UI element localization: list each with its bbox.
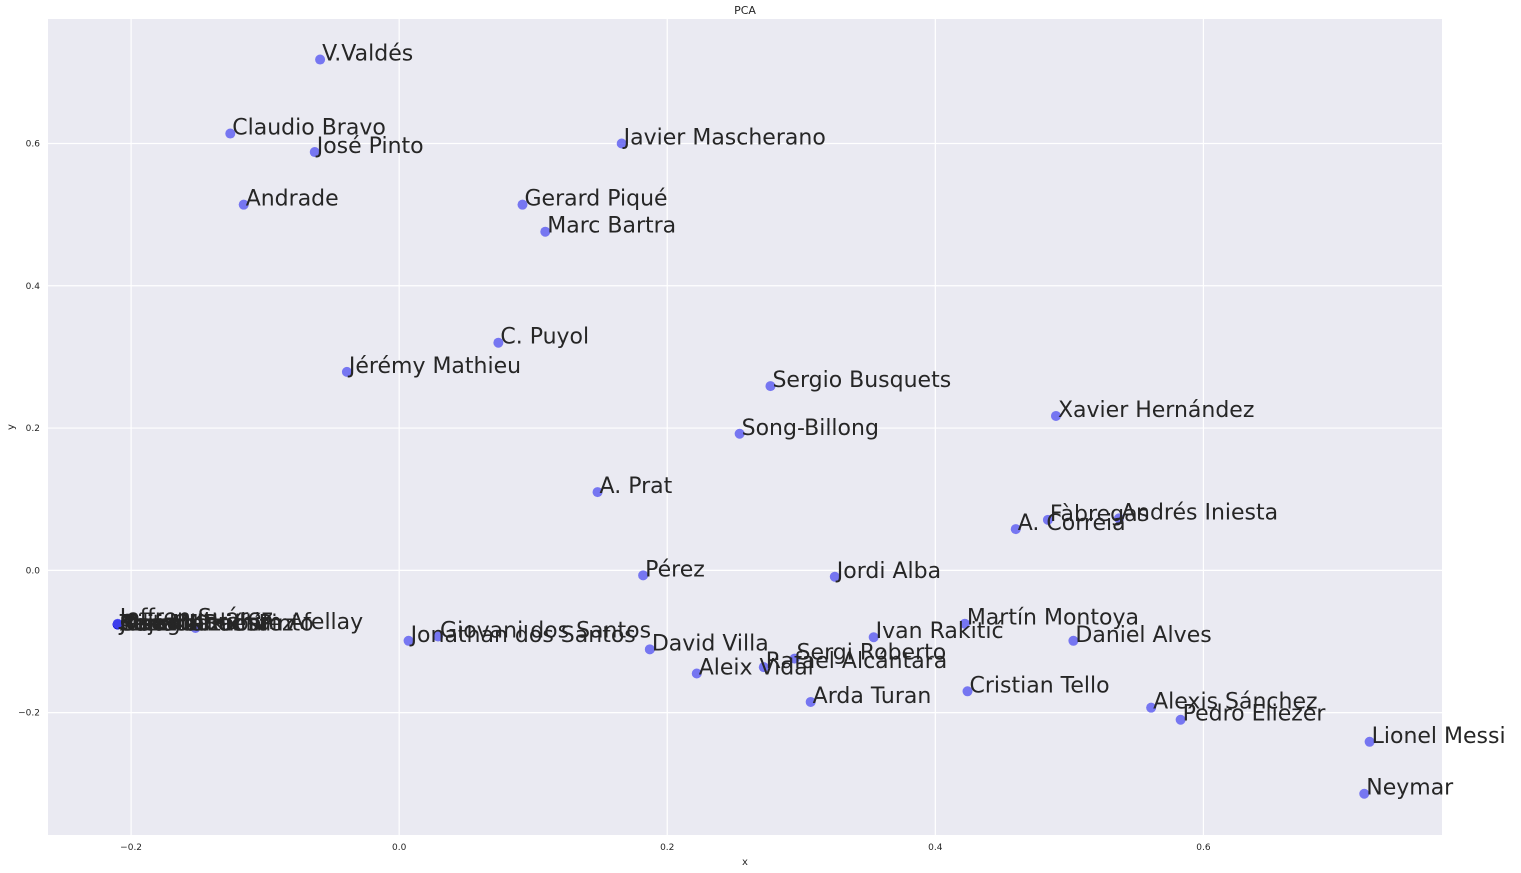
- scatter-point: [309, 147, 320, 158]
- plot-area: [48, 19, 1442, 835]
- chart-title: PCA: [734, 4, 756, 17]
- scatter-point: [403, 635, 414, 646]
- scatter-point: [433, 631, 444, 642]
- scatter-point-label: V.Valdés: [322, 42, 413, 67]
- y-tick-label: 0.2: [26, 424, 40, 434]
- scatter-point-label: Aleix Vidal: [699, 656, 814, 681]
- cluster-point-label: Oier Olazabal: [120, 611, 269, 636]
- scatter-point: [517, 199, 528, 210]
- scatter-point-label: A. Correia: [1018, 511, 1126, 536]
- scatter-point: [962, 686, 973, 697]
- scatter-point: [1175, 714, 1186, 725]
- scatter-point-label: Jeffren Suárez: [118, 606, 273, 631]
- scatter-point: [638, 570, 649, 581]
- scatter-point-label: Javier Mascherano: [622, 125, 826, 150]
- cluster-point-label: Sandro Ramírez: [120, 611, 294, 636]
- scatter-point: [765, 381, 776, 392]
- cluster-point-label: Keita: [120, 611, 175, 636]
- scatter-point-label: Jonathan dos Santos: [409, 623, 636, 648]
- x-tick-label: 0.2: [660, 843, 674, 853]
- scatter-point-label: Ivan Rakitić: [876, 619, 1004, 644]
- scatter-point: [616, 138, 627, 149]
- y-tick-label: −0.2: [18, 709, 40, 719]
- axis-ticks: −0.2 0.0 0.2 0.4 0.6 −0.2 0.0 0.2 0.4 0.6: [18, 139, 1211, 853]
- data-points: [112, 54, 1375, 799]
- grid: [48, 19, 1442, 835]
- scatter-point-label: Cristian Tello: [970, 673, 1110, 698]
- scatter-point-label: Alexis Sánchez: [1153, 690, 1317, 715]
- scatter-point-label: Marc Bartra: [547, 214, 676, 239]
- x-tick-label: 0.0: [392, 843, 407, 853]
- x-tick-label: −0.2: [120, 843, 142, 853]
- scatter-point-label: C. Puyol: [500, 325, 589, 350]
- scatter-point: [829, 571, 840, 582]
- scatter-point: [868, 632, 879, 643]
- scatter-point-label: Andrés Iniesta: [1121, 500, 1278, 525]
- scatter-point-label: Sergio Busquets: [772, 368, 951, 393]
- scatter-point-label: Arda Turan: [813, 684, 932, 709]
- scatter-point: [1068, 635, 1079, 646]
- scatter-point: [112, 618, 123, 629]
- x-tick-label: 0.6: [1196, 843, 1211, 853]
- scatter-point: [734, 428, 745, 439]
- scatter-point-label: Xavier Hernández: [1058, 398, 1254, 423]
- cluster-point-label: Maxwell: [120, 611, 209, 636]
- y-axis-label: y: [6, 424, 17, 430]
- scatter-point: [238, 199, 249, 210]
- x-axis-label: x: [742, 857, 748, 868]
- scatter-point: [225, 128, 236, 139]
- scatter-point: [1359, 788, 1370, 799]
- scatter-point: [959, 618, 970, 629]
- scatter-point-label: Ibrahim Afellay: [197, 610, 363, 635]
- scatter-point-label: A. Prat: [600, 474, 673, 499]
- scatter-point: [1146, 702, 1157, 713]
- x-tick-label: 0.4: [928, 843, 943, 853]
- y-tick-label: 0.4: [26, 282, 41, 292]
- scatter-point-label: David Villa: [652, 631, 769, 656]
- cluster-point-label: José Manuel Pinto: [118, 611, 314, 636]
- y-tick-label: 0.6: [26, 139, 41, 149]
- scatter-point: [1042, 514, 1053, 525]
- scatter-point-label: Martín Montoya: [967, 606, 1139, 631]
- scatter-point: [758, 662, 769, 673]
- scatter-point-label: Fàbregas: [1050, 502, 1149, 527]
- scatter-point: [341, 366, 352, 377]
- scatter-point-label: Jordi Alba: [835, 559, 941, 584]
- scatter-point-label: Pedro Eliezer: [1183, 702, 1327, 727]
- scatter-point: [1113, 513, 1124, 524]
- y-tick-label: 0.0: [26, 566, 41, 576]
- scatter-point-label: Gerard Piqué: [524, 187, 667, 212]
- scatter-point-label: Jérémy Mathieu: [347, 354, 521, 379]
- scatter-point-label: Daniel Alves: [1075, 623, 1211, 648]
- scatter-point: [1050, 410, 1061, 421]
- scatter-point-label: Neymar: [1366, 776, 1454, 801]
- scatter-point: [1010, 524, 1021, 535]
- cluster-point-label: Thiago: [119, 611, 194, 636]
- scatter-point: [493, 337, 504, 348]
- scatter-point: [691, 668, 702, 679]
- cluster-point-label: Adriano: [120, 611, 205, 636]
- scatter-point-label: Rafael Alcántara: [766, 649, 947, 674]
- scatter-point-label: Andrade: [246, 187, 339, 212]
- scatter-point-label: Lionel Messi: [1372, 724, 1506, 749]
- scatter-point-label: Claudio Bravo: [232, 116, 386, 141]
- scatter-point-label: José Pinto: [315, 134, 424, 159]
- scatter-point-label: Giovani dos Santos: [440, 619, 651, 644]
- scatter-point: [789, 653, 800, 664]
- scatter-point: [540, 226, 551, 237]
- scatter-point: [315, 54, 326, 65]
- scatter-point-label: Pérez: [645, 557, 705, 582]
- scatter-point: [1364, 736, 1375, 747]
- scatter-point: [644, 644, 655, 655]
- scatter-point: [805, 696, 816, 707]
- scatter-point-label: Sergi Roberto: [797, 641, 947, 666]
- cluster-point-label: Bojan Krkić: [120, 611, 244, 636]
- scatter-point: [592, 487, 603, 498]
- scatter-point-label: Song-Billong: [742, 416, 879, 441]
- cluster-point-label: Marc Muniesa: [120, 611, 272, 636]
- scatter-point: [190, 622, 201, 633]
